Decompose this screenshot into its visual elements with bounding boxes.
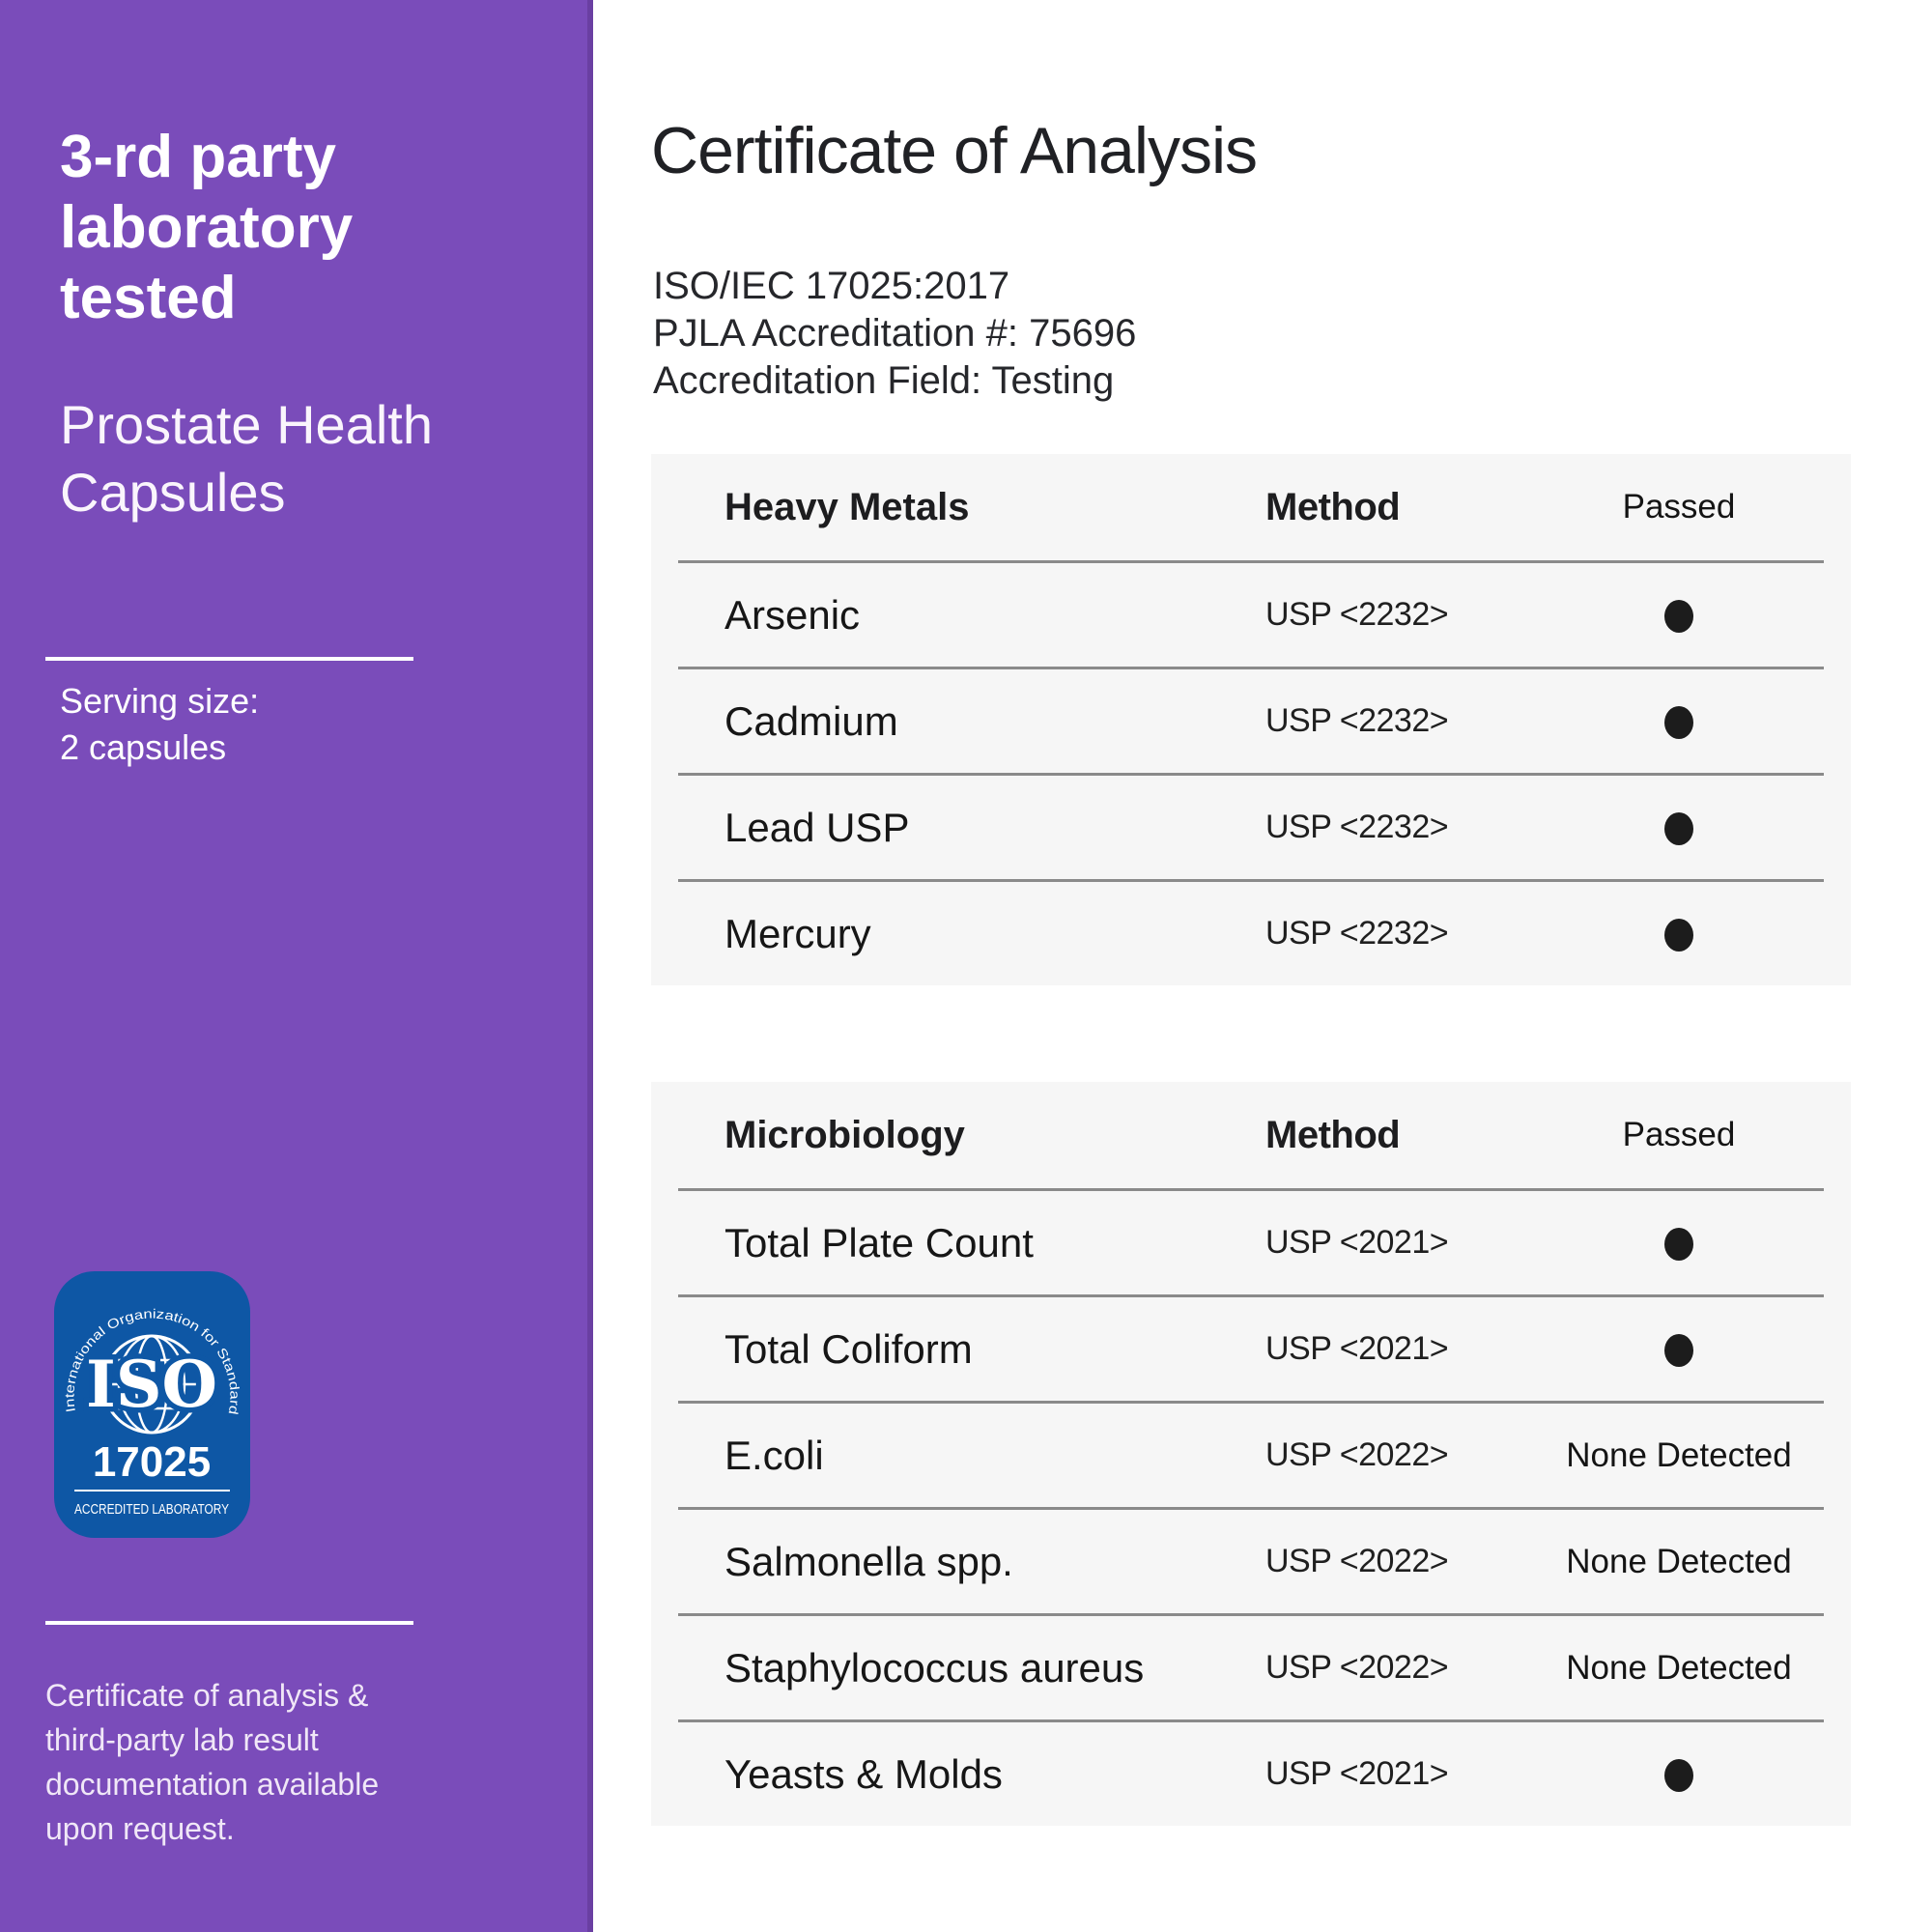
row-analyte-name: Total Plate Count	[724, 1219, 1034, 1265]
column-header-passed: Passed	[1622, 488, 1736, 526]
row-method: USP <2232>	[1265, 596, 1449, 633]
row-method: USP <2021>	[1265, 1330, 1449, 1367]
iso-badge-number: 17025	[93, 1438, 211, 1486]
microbiology-table: Microbiology Method Passed Total Plate C…	[651, 1082, 1851, 1826]
row-method: USP <2021>	[1265, 1224, 1449, 1261]
table-row: E.coli USP <2022> None Detected	[678, 1401, 1824, 1507]
table-row: Mercury USP <2232>	[678, 879, 1824, 985]
sidebar-divider	[45, 1621, 413, 1625]
column-header-category: Heavy Metals	[724, 485, 970, 528]
row-analyte-name: Yeasts & Molds	[724, 1750, 1003, 1797]
passed-dot-icon	[1664, 919, 1693, 952]
accreditation-line: Accreditation Field: Testing	[653, 359, 1115, 402]
row-passed-result: None Detected	[1566, 1542, 1792, 1580]
table-row: Arsenic USP <2232>	[678, 560, 1824, 667]
row-passed-result	[1534, 596, 1824, 635]
accreditation-line: ISO/IEC 17025:2017	[653, 265, 1010, 307]
row-analyte-name: Total Coliform	[724, 1325, 973, 1372]
heavy-metals-table: Heavy Metals Method Passed Arsenic USP <2…	[651, 454, 1851, 985]
sidebar-divider	[45, 657, 413, 661]
column-header-passed: Passed	[1622, 1116, 1736, 1153]
table-row: Lead USP USP <2232>	[678, 773, 1824, 879]
table-row: Total Coliform USP <2021>	[678, 1294, 1824, 1401]
row-method: USP <2232>	[1265, 702, 1449, 739]
iso-17025-badge: International Organization for Standard i…	[48, 1259, 251, 1539]
table-row: Cadmium USP <2232>	[678, 667, 1824, 773]
row-analyte-name: Cadmium	[724, 697, 898, 744]
sidebar-title: 3-rd party laboratory tested	[60, 122, 353, 333]
column-header-method: Method	[1265, 1113, 1401, 1156]
passed-dot-icon	[1664, 1334, 1693, 1368]
product-name-line: Capsules	[60, 462, 286, 523]
sidebar: 3-rd party laboratory tested Prostate He…	[0, 0, 593, 1932]
documentation-note-line: Certificate of analysis &	[45, 1678, 369, 1713]
passed-dot-icon	[1664, 1228, 1693, 1262]
documentation-note-line: documentation available	[45, 1767, 380, 1802]
iso-badge-iso-text: ISO	[86, 1347, 217, 1422]
column-header-category: Microbiology	[724, 1113, 965, 1156]
product-name: Prostate Health Capsules	[60, 391, 433, 526]
passed-dot-icon	[1664, 706, 1693, 740]
row-analyte-name: Lead USP	[724, 804, 910, 850]
row-passed-result	[1534, 915, 1824, 953]
column-header-method: Method	[1265, 485, 1401, 528]
sidebar-title-line: 3-rd party	[60, 124, 336, 190]
product-name-line: Prostate Health	[60, 394, 433, 455]
row-analyte-name: Salmonella spp.	[724, 1538, 1013, 1584]
row-analyte-name: E.coli	[724, 1432, 824, 1478]
serving-size-line: Serving size:	[60, 681, 260, 721]
table-row: Salmonella spp. USP <2022> None Detected	[678, 1507, 1824, 1613]
passed-dot-icon	[1664, 812, 1693, 846]
row-passed-result	[1534, 809, 1824, 847]
row-analyte-name: Arsenic	[724, 591, 861, 638]
passed-dot-icon	[1664, 600, 1693, 634]
documentation-note-line: upon request.	[45, 1811, 235, 1846]
documentation-note: Certificate of analysis & third-party la…	[45, 1673, 379, 1851]
table-body: Arsenic USP <2232> Cadmium USP <2232> Lead U…	[678, 560, 1824, 985]
table-row: Total Plate Count USP <2021>	[678, 1188, 1824, 1294]
serving-size-line: 2 capsules	[60, 727, 227, 767]
accreditation-info: ISO/IEC 17025:2017 PJLA Accreditation #:…	[653, 263, 1136, 405]
row-method: USP <2021>	[1265, 1755, 1449, 1792]
table-header-row: Microbiology Method Passed	[678, 1082, 1824, 1188]
serving-size: Serving size: 2 capsules	[60, 678, 259, 771]
row-method: USP <2232>	[1265, 915, 1449, 952]
documentation-note-line: third-party lab result	[45, 1722, 319, 1757]
table-row: Yeasts & Molds USP <2021>	[678, 1719, 1824, 1826]
sidebar-title-line: tested	[60, 265, 237, 331]
table-row: Staphylococcus aureus USP <2022> None Dete…	[678, 1613, 1824, 1719]
row-passed-result: None Detected	[1566, 1648, 1792, 1687]
passed-dot-icon	[1664, 1759, 1693, 1793]
row-passed-result	[1534, 702, 1824, 741]
table-body: Total Plate Count USP <2021> Total Colifor…	[678, 1188, 1824, 1826]
page-title: Certificate of Analysis	[651, 114, 1258, 187]
iso-badge-caption: ACCREDITED LABORATORY	[74, 1502, 229, 1518]
globe-icon	[101, 1334, 202, 1435]
iso-badge-icon: International Organization for Standard i…	[48, 1259, 250, 1538]
row-method: USP <2022>	[1265, 1649, 1449, 1686]
row-passed-result	[1534, 1224, 1824, 1263]
table-header-row: Heavy Metals Method Passed	[678, 454, 1824, 560]
row-passed-result: None Detected	[1566, 1435, 1792, 1474]
row-analyte-name: Staphylococcus aureus	[724, 1644, 1145, 1690]
row-passed-result	[1534, 1755, 1824, 1794]
sidebar-edge-strip	[587, 0, 593, 1932]
accreditation-line: PJLA Accreditation #: 75696	[653, 312, 1137, 355]
row-method: USP <2232>	[1265, 809, 1449, 845]
row-analyte-name: Mercury	[724, 910, 871, 956]
row-method: USP <2022>	[1265, 1436, 1449, 1473]
sidebar-title-line: laboratory	[60, 194, 354, 261]
row-method: USP <2022>	[1265, 1543, 1449, 1579]
row-passed-result	[1534, 1330, 1824, 1369]
